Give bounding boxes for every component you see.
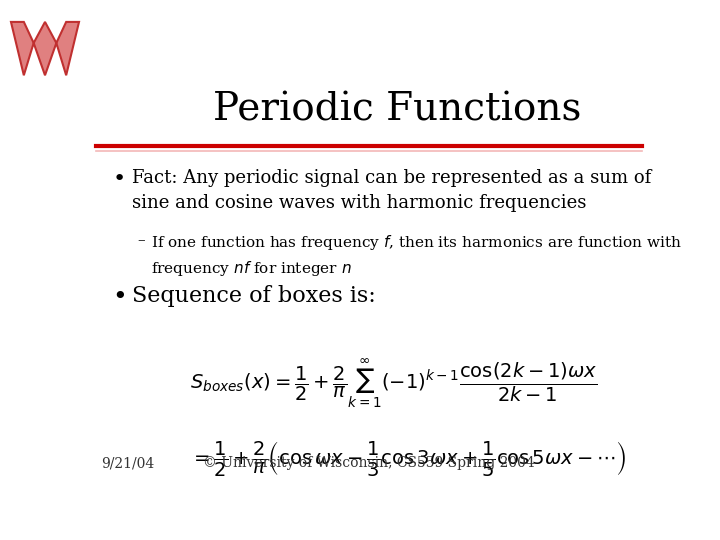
Text: Periodic Functions: Periodic Functions xyxy=(212,92,581,129)
Text: Sequence of boxes is:: Sequence of boxes is: xyxy=(132,285,376,307)
Text: •: • xyxy=(112,285,127,309)
Polygon shape xyxy=(11,22,79,75)
Text: –: – xyxy=(138,233,145,247)
Text: 9/21/04: 9/21/04 xyxy=(101,456,154,470)
Text: $= \dfrac{1}{2} + \dfrac{2}{\pi}\left( \cos\omega x - \dfrac{1}{3}\cos 3\omega x: $= \dfrac{1}{2} + \dfrac{2}{\pi}\left( \… xyxy=(190,439,627,478)
Text: © University of Wisconsin, CS559 Spring 2004: © University of Wisconsin, CS559 Spring … xyxy=(203,456,535,470)
Text: If one function has frequency $f$, then its harmonics are function with
frequenc: If one function has frequency $f$, then … xyxy=(151,233,682,278)
Text: Fact: Any periodic signal can be represented as a sum of
sine and cosine waves w: Fact: Any periodic signal can be represe… xyxy=(132,168,651,212)
Text: $S_{boxes}(x) = \dfrac{1}{2} + \dfrac{2}{\pi}\sum_{k=1}^{\infty} (-1)^{k-1}\dfra: $S_{boxes}(x) = \dfrac{1}{2} + \dfrac{2}… xyxy=(190,356,598,410)
Text: •: • xyxy=(112,168,125,189)
